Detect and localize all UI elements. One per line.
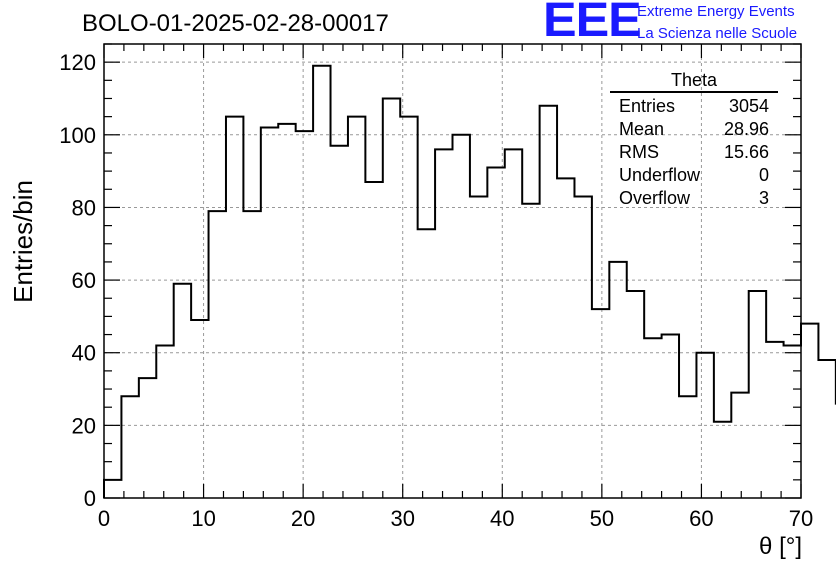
logo-line-2: La Scienza nelle Scuole bbox=[637, 25, 798, 42]
y-tick-label: 40 bbox=[72, 341, 96, 366]
x-tick-label: 0 bbox=[98, 506, 110, 531]
y-axis-label: Entries/bin bbox=[8, 180, 38, 303]
stats-title: Theta bbox=[610, 70, 778, 93]
stats-row-overflow: Overflow 3 bbox=[610, 187, 778, 210]
y-tick-label: 20 bbox=[72, 413, 96, 438]
stats-label: Entries bbox=[619, 96, 676, 116]
logo-line-1: Extreme Energy Events bbox=[637, 3, 795, 20]
x-axis-label: θ [°] bbox=[759, 533, 802, 560]
x-tick-label: 10 bbox=[191, 506, 215, 531]
stats-label: Underflow bbox=[619, 165, 701, 185]
stats-label: RMS bbox=[619, 142, 659, 162]
stats-row-underflow: Underflow 0 bbox=[610, 164, 778, 187]
stats-value: 3 bbox=[758, 188, 769, 208]
stats-label: Mean bbox=[619, 119, 665, 139]
chart-title: BOLO-01-2025-02-28-00017 bbox=[82, 10, 389, 37]
x-tick-label: 20 bbox=[291, 506, 315, 531]
y-tick-label: 120 bbox=[59, 50, 96, 75]
eee-logo: EEE bbox=[543, 0, 642, 47]
y-tick-label: 80 bbox=[72, 195, 96, 220]
x-tick-label: 70 bbox=[789, 506, 813, 531]
y-tick-label: 60 bbox=[72, 268, 96, 293]
stats-row-rms: RMS 15.66 bbox=[610, 141, 778, 164]
x-tick-label: 30 bbox=[390, 506, 414, 531]
y-tick-label: 100 bbox=[59, 123, 96, 148]
stats-value: 0 bbox=[758, 165, 769, 185]
histogram-outline bbox=[103, 64, 836, 498]
stats-value: 15.66 bbox=[723, 142, 769, 162]
x-tick-label: 50 bbox=[590, 506, 614, 531]
stats-row-entries: Entries 3054 bbox=[610, 95, 778, 118]
stats-box: Theta Entries 3054 Mean 28.96 RMS 15.66 … bbox=[610, 70, 778, 210]
stats-value: 28.96 bbox=[723, 119, 769, 139]
stats-row-mean: Mean 28.96 bbox=[610, 118, 778, 141]
y-tick-label: 0 bbox=[84, 486, 96, 511]
x-tick-label: 60 bbox=[689, 506, 713, 531]
stats-value: 3054 bbox=[728, 96, 769, 116]
stats-label: Overflow bbox=[619, 188, 691, 208]
axis-ticks bbox=[103, 43, 802, 499]
plot-frame bbox=[103, 43, 802, 499]
x-tick-label: 40 bbox=[490, 506, 514, 531]
